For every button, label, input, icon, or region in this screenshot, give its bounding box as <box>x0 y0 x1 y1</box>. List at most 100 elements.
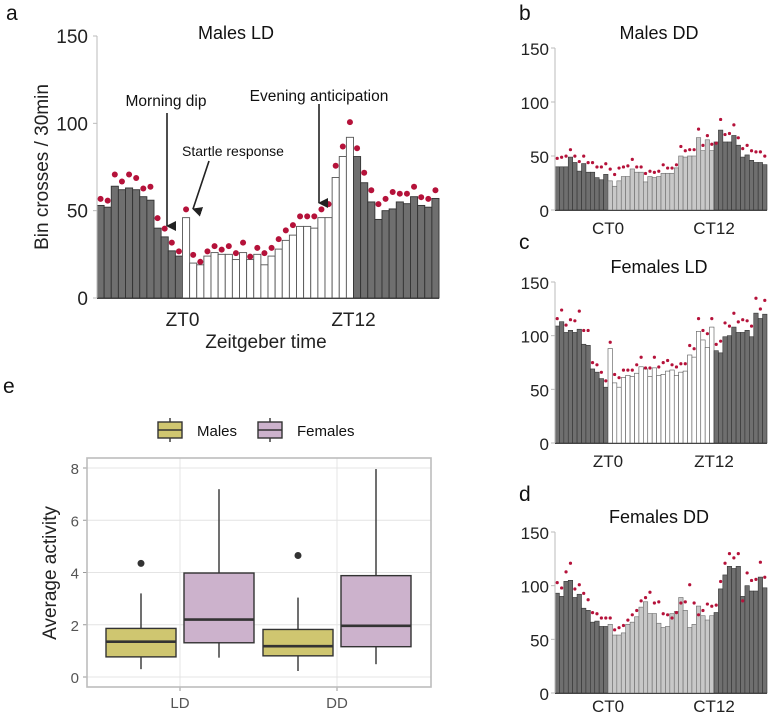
y-tick-label: 2 <box>71 618 79 635</box>
bar <box>629 168 635 211</box>
bar <box>594 620 600 694</box>
data-point <box>608 340 612 344</box>
data-point <box>648 366 652 370</box>
data-point <box>617 376 621 380</box>
data-point <box>183 206 190 213</box>
y-tick-label: 100 <box>521 328 549 347</box>
bar <box>629 621 635 694</box>
data-point <box>727 131 732 136</box>
data-point <box>639 599 643 603</box>
data-point <box>604 379 608 383</box>
data-point <box>564 154 568 158</box>
bar <box>410 196 419 299</box>
data-point <box>705 332 709 336</box>
data-point <box>696 127 701 131</box>
data-point <box>175 248 182 255</box>
data-point <box>339 143 346 150</box>
bar <box>224 253 233 299</box>
bar <box>647 176 653 211</box>
data-point <box>282 227 289 234</box>
bar <box>735 144 741 211</box>
bar <box>189 262 198 299</box>
bar <box>590 171 596 211</box>
bar <box>353 156 362 299</box>
bar <box>360 182 369 299</box>
bar <box>651 367 657 444</box>
data-point <box>418 194 425 201</box>
bar <box>324 217 333 299</box>
bar <box>239 252 248 299</box>
data-point <box>297 213 304 220</box>
panel-e-average-activity: e Males Females 0 2 4 6 8 LD DD Average activi… <box>3 375 432 712</box>
panel-letter-c: c <box>519 231 530 254</box>
bar <box>753 590 759 694</box>
data-point <box>218 246 225 253</box>
legend-label-males: Males <box>197 423 237 440</box>
bar <box>625 176 631 211</box>
data-point <box>688 148 692 152</box>
bar <box>740 596 746 694</box>
data-point <box>613 628 617 632</box>
data-point <box>692 347 696 351</box>
bar <box>388 208 397 299</box>
bar <box>634 171 640 211</box>
y-tick-label: 8 <box>71 461 79 478</box>
data-point <box>683 149 687 153</box>
bar <box>678 155 684 211</box>
data-point <box>261 250 268 257</box>
data-point <box>389 188 396 195</box>
bar <box>696 331 702 444</box>
bar <box>718 129 724 211</box>
data-point <box>211 243 218 250</box>
data-point <box>679 601 683 605</box>
bar <box>665 370 671 444</box>
panel-d-title: Females DD <box>609 507 709 527</box>
bar <box>669 613 675 694</box>
bar <box>554 325 560 444</box>
bar <box>182 217 191 299</box>
data-point <box>741 147 745 151</box>
data-point <box>403 190 410 197</box>
y-tick-label: 100 <box>521 578 549 597</box>
bar <box>146 199 155 299</box>
y-tick-label: 150 <box>521 524 549 543</box>
plot-frame <box>86 457 432 688</box>
bar <box>643 181 649 211</box>
bar <box>665 626 671 694</box>
data-point <box>754 150 758 154</box>
bar <box>117 189 126 299</box>
bar <box>260 264 269 299</box>
data-point <box>736 136 740 140</box>
data-point <box>375 201 382 208</box>
data-point <box>590 611 595 615</box>
data-point <box>626 164 630 168</box>
bar <box>598 626 604 694</box>
bar <box>691 624 697 694</box>
data-point <box>696 613 701 617</box>
bar <box>740 156 746 211</box>
bar <box>585 171 591 211</box>
data-point <box>639 165 643 169</box>
data-point <box>168 239 175 246</box>
bar <box>581 607 587 694</box>
bar <box>744 329 750 444</box>
data-point <box>661 163 665 167</box>
bar <box>691 356 697 444</box>
data-point <box>745 571 749 575</box>
bar <box>303 225 312 299</box>
bar <box>103 206 112 299</box>
data-point <box>701 143 705 147</box>
bar <box>651 177 657 211</box>
bar <box>576 328 582 444</box>
bar <box>607 180 613 211</box>
data-point <box>745 319 749 323</box>
bar <box>700 150 706 211</box>
data-point <box>560 308 564 312</box>
data-point <box>190 251 197 258</box>
bar <box>718 352 724 444</box>
data-point <box>564 570 568 574</box>
data-point <box>763 154 767 158</box>
bar <box>572 332 578 444</box>
bar <box>317 217 326 299</box>
bar <box>96 204 105 299</box>
